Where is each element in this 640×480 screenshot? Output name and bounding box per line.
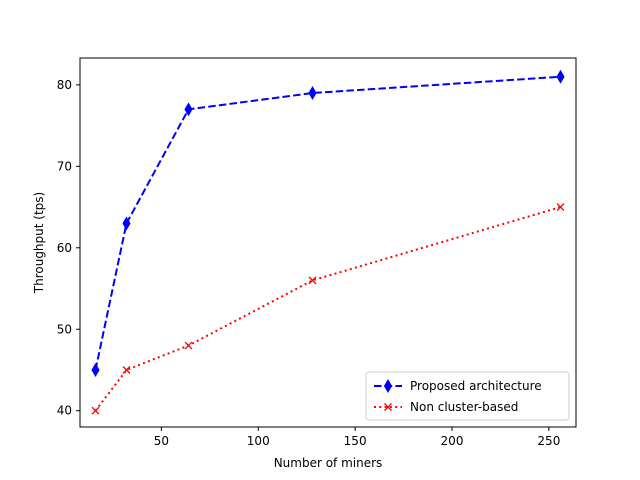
y-tick-label: 60 <box>57 241 72 255</box>
x-tick-label: 50 <box>154 434 169 448</box>
legend: Proposed architecture Non cluster-based <box>365 371 570 421</box>
legend-marker-x <box>384 403 392 411</box>
legend-marker-diamond <box>383 379 393 393</box>
series-1 <box>91 69 565 377</box>
axis-ticks: 50 100 150 200 250 40 50 60 70 80 <box>57 78 561 448</box>
x-tick-label: 100 <box>247 434 270 448</box>
data-point-diamond <box>556 69 565 84</box>
x-tick-label: 150 <box>344 434 367 448</box>
y-tick-label: 80 <box>57 78 72 92</box>
legend-entry: Proposed architecture <box>374 379 542 393</box>
series-2 <box>91 203 565 415</box>
y-axis-label: Throughput (tps) <box>32 192 46 294</box>
data-point-x <box>556 203 565 212</box>
plot-area <box>91 69 565 415</box>
legend-label: Non cluster-based <box>410 400 518 414</box>
data-point-x <box>122 366 131 374</box>
data-point-x <box>308 276 317 285</box>
x-axis-label: Number of miners <box>274 456 383 470</box>
x-tick-label: 200 <box>441 434 464 448</box>
data-point-x <box>184 341 193 350</box>
data-point-diamond <box>184 102 193 117</box>
data-point-diamond <box>91 362 100 377</box>
x-tick-label: 250 <box>537 434 560 448</box>
y-tick-label: 70 <box>57 159 72 173</box>
data-point-diamond <box>122 216 131 231</box>
legend-label: Proposed architecture <box>410 379 542 393</box>
axes-frame <box>79 57 577 428</box>
legend-box <box>365 371 570 421</box>
y-tick-label: 50 <box>57 322 72 336</box>
data-point-x <box>91 406 100 415</box>
legend-entry: Non cluster-based <box>374 400 518 414</box>
y-tick-label: 40 <box>57 404 72 418</box>
data-point-diamond <box>308 86 317 101</box>
